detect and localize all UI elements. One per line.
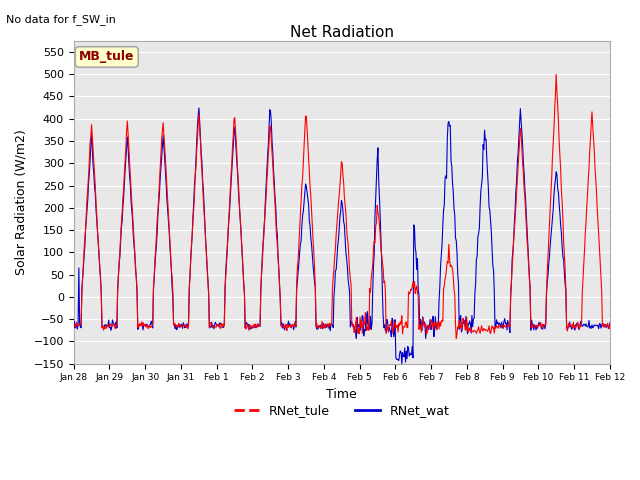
Text: MB_tule: MB_tule <box>79 50 134 63</box>
Legend: RNet_tule, RNet_wat: RNet_tule, RNet_wat <box>229 399 454 422</box>
X-axis label: Time: Time <box>326 388 357 401</box>
Y-axis label: Solar Radiation (W/m2): Solar Radiation (W/m2) <box>15 130 28 275</box>
Title: Net Radiation: Net Radiation <box>290 24 394 39</box>
Text: No data for f_SW_in: No data for f_SW_in <box>6 14 116 25</box>
